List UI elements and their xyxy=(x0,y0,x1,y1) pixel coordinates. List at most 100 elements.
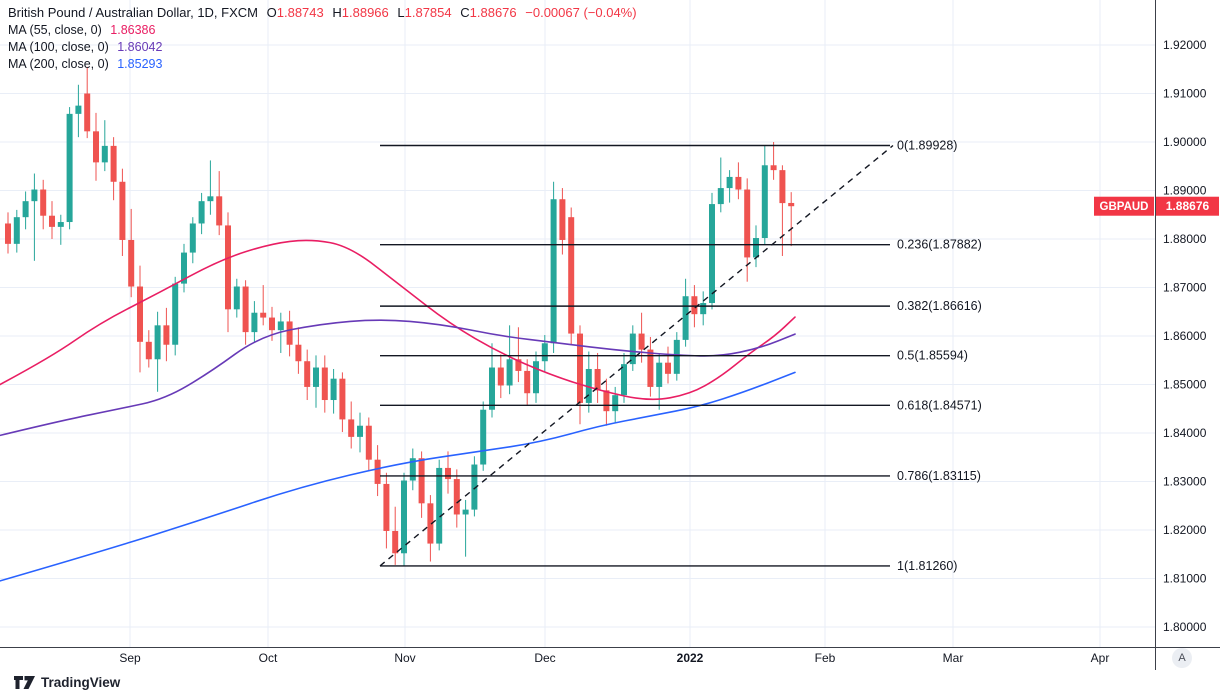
ma-55-value: 1.86386 xyxy=(110,23,156,37)
candle-body xyxy=(154,325,161,360)
high-label: H xyxy=(332,5,342,20)
price-axis-label: 1.91000 xyxy=(1163,87,1207,101)
ma-200-row[interactable]: MA (200, close, 0) 1.85293 xyxy=(8,56,637,72)
fib-level-label: 0.5(1.85594) xyxy=(897,349,968,363)
ma-ma200-line xyxy=(0,371,796,582)
fib-level-label: 0.236(1.87882) xyxy=(897,238,982,252)
candle-body xyxy=(585,368,592,403)
candle-body xyxy=(339,378,346,420)
price-axis-label: 1.90000 xyxy=(1163,135,1207,149)
candle-body xyxy=(145,341,152,360)
candle-body xyxy=(471,464,478,510)
open-value: 1.88743 xyxy=(276,5,324,20)
candle-body xyxy=(374,459,381,484)
candle-body xyxy=(66,113,73,223)
price-axis-label: 1.87000 xyxy=(1163,281,1207,295)
candle-body xyxy=(533,361,539,394)
ma-200-value: 1.85293 xyxy=(117,57,163,71)
candle-body xyxy=(682,296,689,340)
candle-body xyxy=(559,199,566,240)
time-axis-label: Oct xyxy=(259,651,278,665)
time-axis-label: Mar xyxy=(943,651,964,665)
candle-body xyxy=(691,296,698,315)
tradingview-icon xyxy=(14,675,35,689)
symbol-title: British Pound / Australian Dollar, 1D, F… xyxy=(8,5,258,20)
symbol-price-flag xyxy=(1094,196,1154,216)
axis-auto-badge[interactable]: A xyxy=(1172,648,1192,668)
low-label: L xyxy=(397,5,405,20)
candle-body xyxy=(568,217,575,334)
candle-body xyxy=(453,479,460,515)
ma-100-row[interactable]: MA (100, close, 0) 1.86042 xyxy=(8,39,637,55)
candle-body xyxy=(770,165,777,171)
candle-body xyxy=(119,181,126,240)
candle-body xyxy=(216,196,223,226)
trendline-dashed xyxy=(379,144,894,567)
candle-body xyxy=(313,367,319,387)
ma-100-label: MA (100, close, 0) xyxy=(8,40,109,54)
candle-body xyxy=(207,196,214,202)
candle-body xyxy=(137,286,143,342)
fib-level-label: 0.786(1.83115) xyxy=(897,469,981,483)
tradingview-logo[interactable]: TradingView xyxy=(14,675,120,690)
fib-level-label: 0(1.89928) xyxy=(897,138,957,152)
candle-body xyxy=(242,286,249,333)
candle-body xyxy=(735,176,742,190)
candle-body xyxy=(445,467,451,480)
fib-retracement[interactable]: 0(1.89928) 0.236(1.87882) 0.382(1.86616) 0.… xyxy=(380,138,982,573)
candle-body xyxy=(506,359,513,386)
candle-body xyxy=(709,204,715,304)
candle-body xyxy=(40,189,47,216)
candle-body xyxy=(269,317,275,331)
price-axis-label: 1.80000 xyxy=(1163,620,1207,634)
candle-body xyxy=(541,343,548,362)
candle-body xyxy=(462,509,469,515)
candle-body xyxy=(761,165,768,239)
time-axis-label: Feb xyxy=(815,651,836,665)
price-axis-label: 1.81000 xyxy=(1163,572,1207,586)
candle-body xyxy=(75,105,82,114)
time-axis-label: 2022 xyxy=(677,651,704,665)
ma-55-row[interactable]: MA (55, close, 0) 1.86386 xyxy=(8,22,637,38)
candle-body xyxy=(629,333,636,365)
price-axis-label: 1.86000 xyxy=(1163,329,1207,343)
price-axis-label: 1.88000 xyxy=(1163,232,1207,246)
candle-body xyxy=(101,145,108,163)
candle-body xyxy=(357,425,363,437)
candle-body xyxy=(57,222,64,227)
candle-body xyxy=(612,395,619,412)
candle-body xyxy=(233,286,240,310)
symbol-title-row[interactable]: British Pound / Australian Dollar, 1D, F… xyxy=(8,5,637,21)
candle-body xyxy=(700,303,707,315)
candle-body xyxy=(321,367,328,401)
candle-body xyxy=(673,339,680,374)
trendline[interactable] xyxy=(379,144,894,567)
ma-ma55-line xyxy=(0,239,796,401)
price-axis-label: 1.84000 xyxy=(1163,426,1207,440)
chart-pane[interactable] xyxy=(0,0,1155,647)
candle-body xyxy=(788,202,795,207)
last-price-value: 1.88676 xyxy=(1166,199,1210,213)
candle-body xyxy=(524,370,531,394)
candle-body xyxy=(577,333,583,403)
candle-body xyxy=(779,170,786,204)
candle-body xyxy=(647,349,654,387)
close-label: C xyxy=(460,5,470,20)
candle-body xyxy=(31,189,38,202)
time-axis-hitbox[interactable] xyxy=(0,648,1155,671)
candle-body xyxy=(128,239,135,287)
time-axis: Sep Oct Nov Dec 2022 Feb Mar Apr xyxy=(0,648,1155,671)
chart-legend: British Pound / Australian Dollar, 1D, F… xyxy=(8,5,637,72)
candle-body xyxy=(656,362,663,387)
candle-body xyxy=(304,361,311,387)
candle-body xyxy=(418,458,425,504)
time-axis-label: Apr xyxy=(1091,651,1110,665)
candle-body xyxy=(401,480,407,554)
candle-body xyxy=(198,201,205,224)
candlesticks xyxy=(5,66,795,566)
price-axis-label: 1.89000 xyxy=(1163,184,1207,198)
candle-body xyxy=(189,223,196,253)
candle-body xyxy=(93,131,99,163)
fib-level-label: 0.618(1.84571) xyxy=(897,398,982,412)
